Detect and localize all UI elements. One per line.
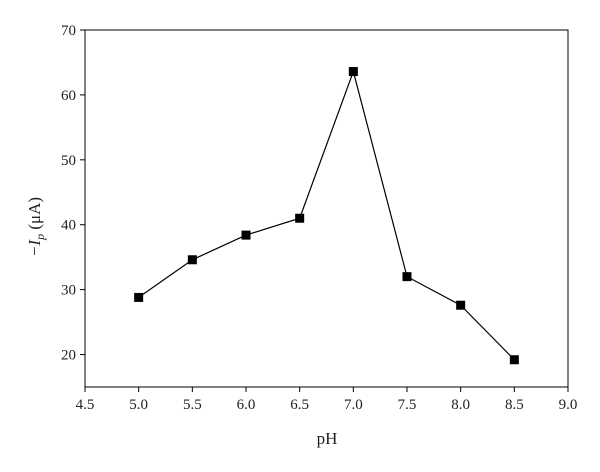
x-tick-label: 6.5: [290, 397, 309, 413]
data-point: [348, 67, 358, 77]
data-point: [456, 300, 466, 310]
y-axis-title-unit: (μA): [25, 197, 44, 234]
data-point: [187, 255, 197, 265]
x-axis-ticks: 4.5 5.0 5.5 6.0 6.5 7.0 7.5 8.0 8.5 9.0: [76, 387, 578, 413]
x-tick-label: 9.0: [559, 397, 578, 413]
data-point: [241, 230, 251, 240]
x-tick-label: 7.0: [344, 397, 363, 413]
y-tick-label: 40: [61, 218, 76, 234]
data-point: [295, 213, 305, 223]
y-tick-label: 50: [61, 153, 76, 169]
y-tick-label: 30: [61, 283, 76, 299]
y-axis-title-subscript: p: [33, 234, 47, 241]
y-axis-title-main: −I: [25, 239, 44, 257]
x-tick-label: 6.0: [237, 397, 256, 413]
x-tick-label: 8.0: [451, 397, 470, 413]
y-axis-title: −Ip (μA): [25, 197, 47, 257]
data-series: [134, 67, 519, 365]
plot-frame: [84, 29, 569, 388]
x-tick-label: 5.5: [183, 397, 202, 413]
x-tick-label: 7.5: [398, 397, 417, 413]
axes: [84, 29, 569, 388]
x-tick-label: 4.5: [76, 397, 95, 413]
y-tick-label: 60: [61, 88, 76, 104]
y-tick-label: 70: [61, 23, 76, 39]
y-tick-label: 20: [61, 348, 76, 364]
series-line: [138, 69, 515, 361]
y-axis-ticks: 20 30 40 50 60 70: [61, 23, 85, 364]
data-point: [134, 292, 144, 302]
x-tick-label: 5.0: [129, 397, 148, 413]
data-point: [402, 272, 412, 282]
data-point: [509, 355, 519, 365]
x-axis-title: pH: [317, 429, 338, 448]
x-tick-label: 8.5: [505, 397, 524, 413]
